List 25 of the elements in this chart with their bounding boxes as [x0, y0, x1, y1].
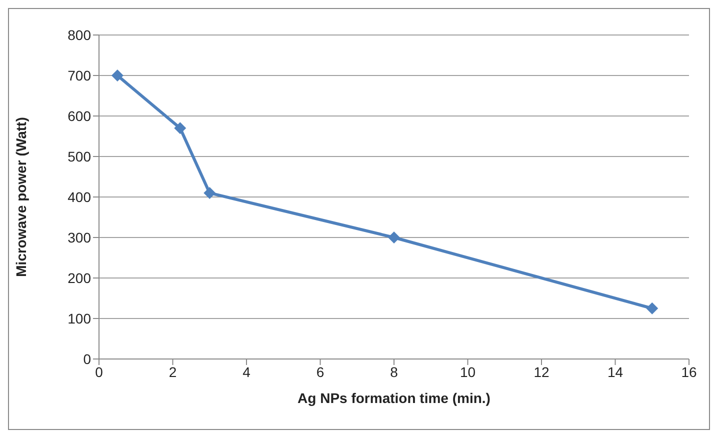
y-tick-label: 700: [68, 67, 92, 84]
y-tick-label: 300: [68, 229, 92, 246]
y-tick-label: 500: [68, 148, 92, 164]
x-tick-label: 4: [242, 364, 251, 380]
x-tick-label: 2: [168, 364, 177, 380]
y-tick-label: 200: [68, 270, 92, 286]
point: [388, 232, 400, 244]
y-tick-label: 800: [68, 26, 92, 43]
y-tick-label: 600: [68, 108, 92, 124]
point: [111, 70, 124, 82]
point: [174, 122, 186, 134]
x-tick-label: 0: [95, 364, 104, 380]
x-axis-title: Ag NPs formation time (min.): [298, 390, 490, 406]
x-tick-label: 6: [316, 364, 324, 380]
x-tick-label: 10: [460, 364, 476, 380]
x-tick-label: 16: [681, 364, 697, 380]
x-tick-label: 14: [607, 364, 624, 380]
y-tick-label: 400: [68, 188, 92, 205]
y-axis-title: Microwave power (Watt): [12, 117, 29, 277]
x-tick-label: 8: [390, 364, 398, 380]
x-tick-label: 12: [534, 364, 550, 380]
y-tick-label: 100: [68, 310, 92, 326]
point: [646, 302, 658, 314]
point: [204, 186, 216, 199]
y-tick-label: 0: [83, 350, 92, 367]
